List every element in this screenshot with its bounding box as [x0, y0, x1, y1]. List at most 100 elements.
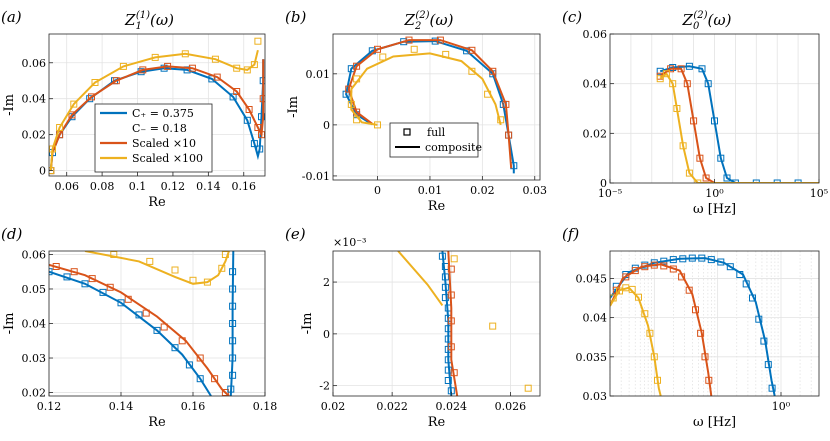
data-marker-orange: [447, 291, 455, 299]
series-line-yellow: [350, 52, 502, 126]
panel-label: (e): [285, 225, 306, 243]
data-marker-yellow: [410, 45, 418, 53]
data-marker-blue: [773, 179, 781, 183]
data-marker-yellow: [524, 384, 532, 392]
x-tick-label: 0.12: [37, 400, 62, 413]
data-marker-orange: [164, 62, 172, 70]
data-marker-orange: [436, 36, 444, 44]
y-tick-label: 0.04: [22, 93, 47, 106]
data-marker-blue: [444, 377, 452, 384]
data-marker-yellow: [254, 37, 262, 45]
data-marker-blue: [117, 299, 125, 307]
panel-e: 0.02 0.022 0.024 0.026 -2 0 2 Re -Im ×10⁻³ (e): [285, 225, 541, 430]
data-marker-orange: [233, 88, 241, 95]
data-marker-orange: [667, 65, 675, 73]
panel-title: Z2(2)(ω): [404, 10, 454, 32]
data-marker-yellow: [484, 90, 492, 98]
data-marker-orange: [70, 268, 78, 276]
series-line-yellow: [397, 251, 444, 306]
legend-entry: composite: [425, 141, 482, 154]
data-marker-yellow: [497, 116, 505, 124]
data-marker-orange: [489, 67, 497, 75]
x-tick-label: 10⁰: [772, 400, 791, 413]
data-marker-yellow: [181, 50, 189, 58]
data-marker-orange: [374, 45, 381, 53]
y-tick-label: 0.045: [576, 272, 608, 285]
legend-box: [94, 103, 213, 173]
data-marker-blue: [229, 354, 237, 362]
data-marker-yellow: [656, 75, 664, 83]
data-marker-orange: [502, 100, 510, 108]
y-tick-label: 0: [39, 165, 46, 178]
x-tick-label: 0: [374, 184, 381, 197]
data-marker-blue: [707, 256, 715, 264]
data-marker-yellow: [353, 116, 361, 124]
data-marker-blue: [185, 361, 193, 369]
data-marker-yellow: [151, 53, 159, 61]
data-marker-blue: [81, 280, 89, 288]
legend-entry: Scaled ×10: [132, 137, 196, 150]
panel-label: (c): [562, 8, 582, 26]
x-tick-label: 0.024: [436, 400, 468, 413]
axes-box: [609, 250, 820, 397]
series-line-yellow: [49, 49, 259, 171]
y-tick-label: 0.035: [576, 351, 608, 364]
y-tick-label: 0.04: [583, 312, 608, 325]
data-marker-orange: [690, 117, 698, 125]
series-group: [656, 62, 819, 183]
data-marker-orange: [650, 261, 658, 269]
panel-label: (d): [1, 225, 22, 243]
data-marker-blue: [736, 271, 744, 278]
data-marker-orange: [188, 64, 196, 72]
y-tick-label: -0.01: [302, 170, 330, 183]
data-marker-blue: [229, 337, 237, 345]
grid: [609, 251, 819, 397]
series-line-orange: [347, 39, 513, 169]
data-marker-orange: [660, 262, 668, 270]
data-marker-blue: [229, 320, 237, 327]
series-group: [49, 251, 237, 396]
panel-d: 0.12 0.14 0.16 0.18 0.02 0.03 0.04 0.05 0.06 Re -I…: [1, 225, 277, 430]
y-tick-label: 2: [323, 276, 330, 289]
data-marker-blue: [711, 117, 718, 125]
data-marker-yellow: [379, 53, 387, 61]
axes-box: [48, 33, 266, 177]
data-marker-orange: [405, 36, 413, 44]
axis-multiplier: ×10⁻³: [333, 236, 366, 249]
panel-c: 10⁻⁵ 10⁰ 10⁵ 0 0.02 0.04 0.06 ω [Hz] (c) Z0(2)(ω): [562, 8, 828, 217]
data-marker-orange: [468, 46, 476, 54]
data-marker-yellow: [91, 79, 99, 86]
data-marker-yellow: [650, 353, 658, 361]
data-marker-orange: [701, 353, 709, 361]
data-marker-yellow: [221, 251, 229, 258]
data-marker-blue: [258, 113, 265, 121]
data-marker-blue: [256, 145, 264, 153]
data-marker-yellow: [685, 169, 693, 177]
data-marker-yellow: [49, 167, 55, 175]
axes-box: [332, 250, 541, 397]
series-group: [342, 36, 518, 174]
data-marker-blue: [752, 179, 760, 183]
data-marker-blue: [229, 268, 237, 276]
data-marker-orange: [213, 73, 221, 81]
grid: [333, 34, 540, 180]
data-marker-orange: [211, 375, 219, 383]
data-marker-orange: [106, 283, 114, 291]
legend-entry: Scaled ×100: [132, 152, 203, 165]
x-axis-label: ω [Hz]: [693, 202, 736, 217]
y-tick-label: 0.01: [306, 68, 331, 81]
legend: C₊ = 0.375 C₋ = 0.18 Scaled ×10 Scaled ×100: [94, 103, 213, 173]
y-tick-label: 0.04: [583, 78, 608, 91]
series-line-orange: [49, 59, 265, 171]
data-marker-orange: [178, 337, 186, 345]
data-marker-blue: [86, 95, 94, 103]
data-marker-blue: [726, 263, 734, 271]
data-marker-orange: [450, 369, 458, 377]
data-marker-blue: [669, 64, 677, 71]
x-tick-label: 0.06: [54, 180, 79, 193]
panel-a: 0.06 0.08 0.1 0.12 0.14 0.16 0 0.02 0.04 0.06 Re -I…: [1, 8, 266, 210]
data-marker-orange: [112, 77, 120, 85]
data-marker-blue: [669, 256, 677, 264]
data-marker-blue: [441, 283, 449, 291]
